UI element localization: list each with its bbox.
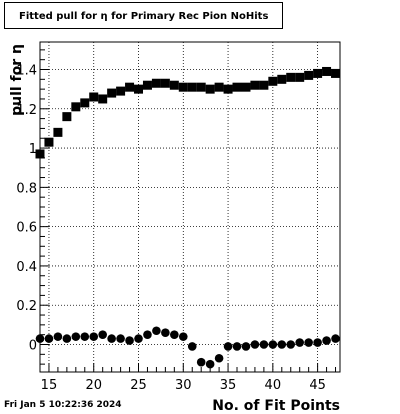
circle-point [313, 338, 322, 347]
y-tick-label: 0.6 [16, 221, 37, 236]
circle-point [170, 330, 179, 339]
circle-point [223, 342, 233, 351]
circle-point [178, 332, 188, 341]
x-tick-label: 35 [220, 378, 237, 393]
circle-point [134, 334, 143, 343]
data-marks [35, 66, 341, 369]
circle-point [322, 336, 331, 345]
square-point [178, 82, 188, 92]
circle-point [53, 332, 63, 341]
x-tick-label: 25 [130, 378, 147, 393]
square-point [169, 80, 179, 90]
circle-point [116, 334, 125, 343]
square-point [62, 112, 72, 122]
y-tick-label: 1.2 [16, 103, 37, 118]
x-tick-label: 15 [41, 378, 58, 393]
circle-point [331, 334, 340, 343]
x-tick-label: 20 [85, 378, 102, 393]
y-tick-label: 0.4 [16, 260, 37, 275]
circle-point [35, 334, 45, 343]
square-point [196, 82, 206, 92]
x-tick-label: 40 [265, 378, 282, 393]
circle-point [295, 338, 305, 347]
square-point [53, 127, 63, 137]
y-tick-label: 1.4 [16, 64, 37, 79]
y-tick-label: 0 [29, 339, 37, 354]
circle-point [286, 340, 296, 349]
circle-point [304, 338, 313, 347]
square-point [241, 82, 251, 92]
x-axis-label: No. of Fit Points [212, 398, 340, 414]
circle-point [143, 330, 152, 339]
circle-point [62, 334, 72, 343]
circle-point [125, 336, 134, 345]
circle-point [241, 342, 251, 351]
square-point [71, 102, 81, 112]
square-point [250, 80, 260, 90]
title-box: Fitted pull for η for Primary Rec Pion N… [4, 2, 283, 29]
y-tick-label: 0.2 [16, 299, 37, 314]
circle-point [161, 328, 170, 338]
square-point [80, 98, 90, 108]
square-point [277, 74, 287, 84]
square-point [295, 72, 305, 82]
square-point [134, 84, 144, 94]
square-point [232, 82, 242, 92]
square-point [205, 84, 215, 94]
square-point [331, 68, 341, 78]
circle-point [277, 340, 287, 349]
circle-point [89, 332, 99, 341]
circle-point [98, 330, 107, 339]
square-point [142, 80, 152, 90]
square-point [286, 72, 296, 82]
circle-point [107, 334, 116, 343]
circle-point [232, 342, 242, 351]
circle-point [80, 332, 90, 341]
x-tick-label: 30 [175, 378, 192, 393]
square-point [125, 82, 135, 92]
square-point [151, 78, 161, 88]
circle-point [259, 340, 269, 349]
circle-point [71, 332, 81, 341]
square-point [313, 68, 323, 78]
axis-ticks: 15 20 25 30 35 40 45 0 0.2 0.4 0.6 0.8 1 1.2 1.4 [16, 49, 337, 393]
square-point [187, 82, 197, 92]
square-point [160, 78, 170, 88]
square-point [259, 80, 269, 90]
circle-point [187, 342, 197, 351]
square-point [107, 88, 117, 98]
y-axis-label: pull for η [9, 44, 25, 116]
square-point [44, 137, 54, 147]
square-point [214, 82, 224, 92]
circle-point [268, 340, 278, 349]
square-point [223, 84, 233, 94]
timestamp: Fri Jan 5 10:22:36 2024 [4, 400, 122, 410]
chart-title: Fitted pull for η for Primary Rec Pion N… [19, 11, 269, 22]
circle-point [44, 334, 54, 343]
square-point [98, 94, 108, 104]
circle-point [152, 326, 161, 336]
y-tick-label: 1 [29, 142, 37, 157]
circle-point [205, 359, 215, 369]
square-point [322, 66, 332, 76]
x-tick-label: 45 [309, 378, 326, 393]
square-point [89, 92, 99, 102]
circle-point [214, 353, 224, 363]
square-point [304, 70, 314, 80]
circle-point [196, 357, 206, 367]
square-point [35, 149, 45, 159]
circle-point [250, 340, 260, 349]
y-tick-label: 0.8 [16, 181, 37, 196]
square-point [268, 76, 278, 86]
square-point [116, 86, 126, 96]
